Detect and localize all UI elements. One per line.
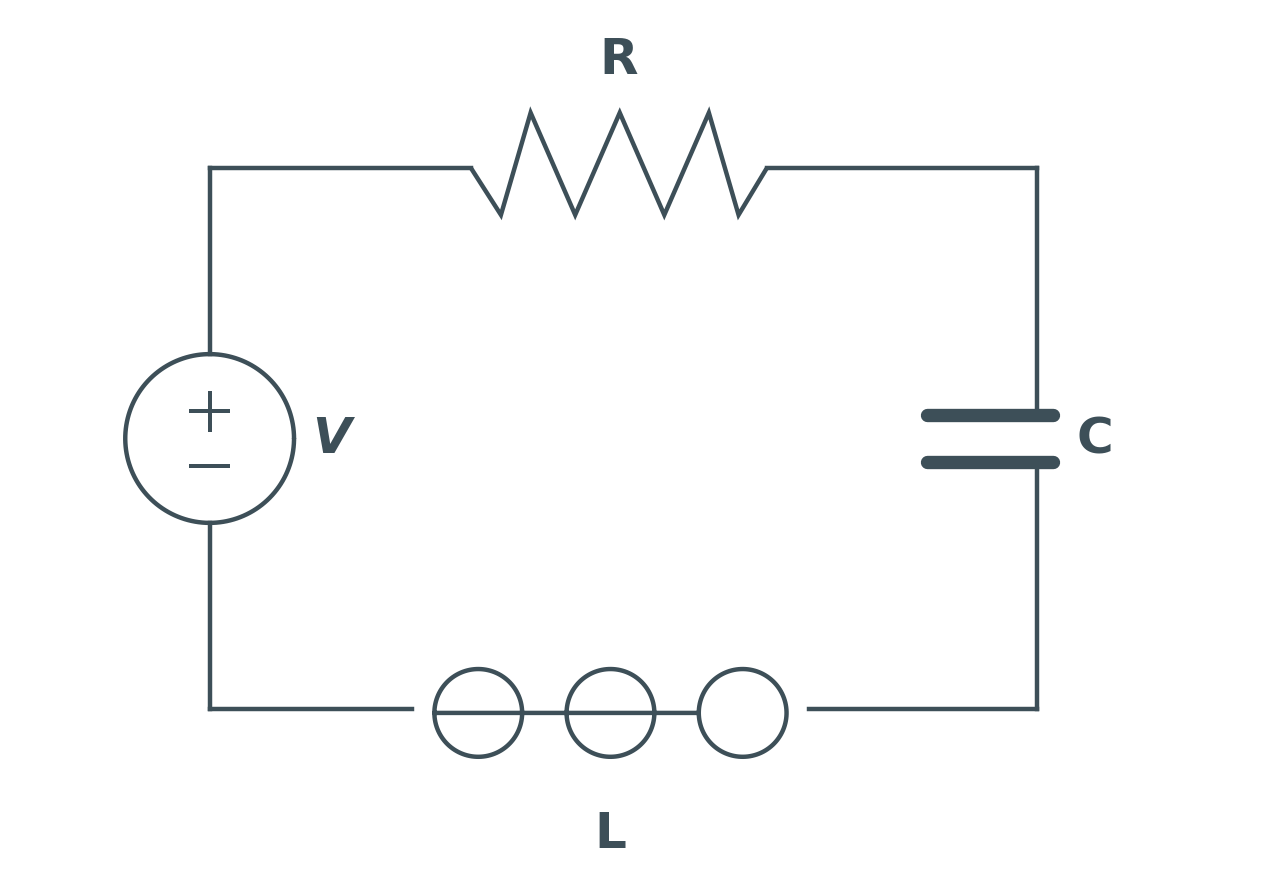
Text: L: L [594,809,626,857]
Text: C: C [1076,415,1114,463]
Text: R: R [599,36,639,84]
Text: V: V [312,415,351,463]
